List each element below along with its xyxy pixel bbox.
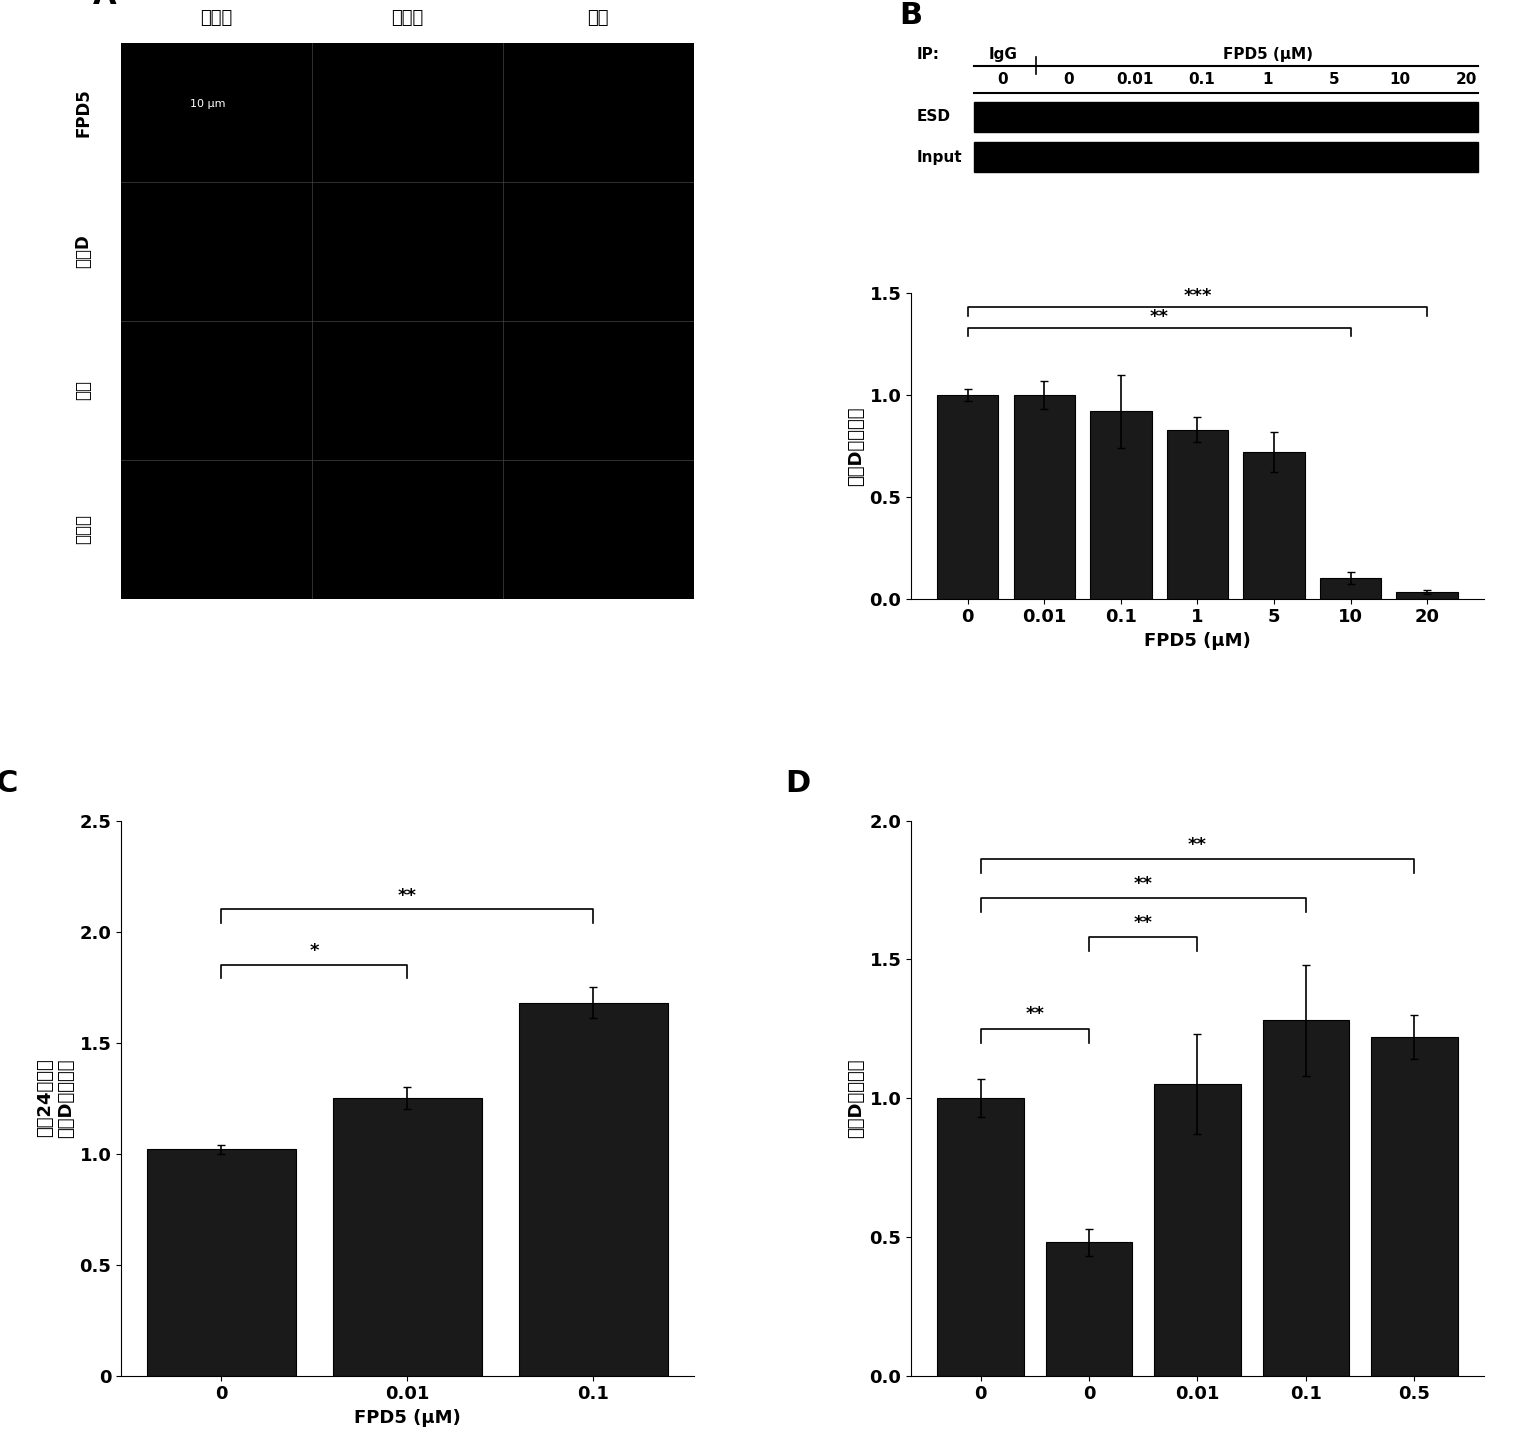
Text: 0: 0 [998,72,1008,87]
Bar [1320,578,1381,598]
Text: 透射光: 透射光 [74,514,92,544]
Text: ESD: ESD [917,110,951,125]
X-axis label: FPD5 (μM): FPD5 (μM) [1145,631,1251,650]
Bar [1372,1037,1458,1376]
Bar [519,1002,668,1376]
Bar [1396,592,1458,598]
Text: 20: 20 [1456,72,1478,87]
Text: B: B [899,0,924,29]
Bar [1046,1242,1132,1376]
Bar [937,1098,1023,1376]
Text: **: ** [398,888,416,905]
Bar [937,395,998,598]
Text: FPD5 (μM): FPD5 (μM) [1223,46,1313,62]
Text: 10: 10 [1390,72,1411,87]
Text: Input: Input [917,149,963,165]
Text: A: A [92,0,117,10]
Bar [1090,411,1152,598]
Text: FPD5: FPD5 [74,88,92,138]
Text: C: C [0,769,18,798]
Bar [333,1098,481,1376]
Text: ***: *** [1184,288,1211,306]
Text: **: ** [1134,914,1152,931]
Text: **: ** [1149,308,1169,326]
Text: 1: 1 [1263,72,1273,87]
Bar [1243,452,1305,598]
Bar [147,1150,295,1376]
Text: 合并: 合并 [74,381,92,400]
Bar [1014,395,1075,598]
Text: IP:: IP: [917,46,940,62]
Bar [974,101,1478,132]
Text: 10 μm: 10 μm [189,98,226,109]
Y-axis label: 酬醂D相对活性: 酬醂D相对活性 [848,1058,866,1138]
Bar [1167,430,1228,598]
Text: 0.01: 0.01 [1117,72,1154,87]
Text: 酯酶D: 酯酶D [74,235,92,268]
Bar [974,142,1478,172]
Text: **: ** [1188,835,1207,854]
Text: 放大: 放大 [587,9,609,28]
Text: **: ** [1134,875,1152,892]
Y-axis label: 处琖24小时后
酬醂D相对活性: 处琖24小时后 酬醂D相对活性 [36,1058,76,1138]
Text: 处理组: 处理组 [391,9,424,28]
Text: 5: 5 [1329,72,1340,87]
Text: 0: 0 [1064,72,1075,87]
Y-axis label: 酬醂D相对活性: 酬醂D相对活性 [848,405,866,485]
Text: *: * [310,943,319,960]
Text: 0.1: 0.1 [1188,72,1214,87]
Bar [1263,1021,1349,1376]
Text: 对照组: 对照组 [200,9,233,28]
Text: **: ** [1025,1005,1045,1024]
Bar [1154,1085,1241,1376]
Text: D: D [786,769,810,798]
X-axis label: FPD5 (μM): FPD5 (μM) [354,1409,460,1426]
Text: IgG: IgG [989,46,1017,62]
